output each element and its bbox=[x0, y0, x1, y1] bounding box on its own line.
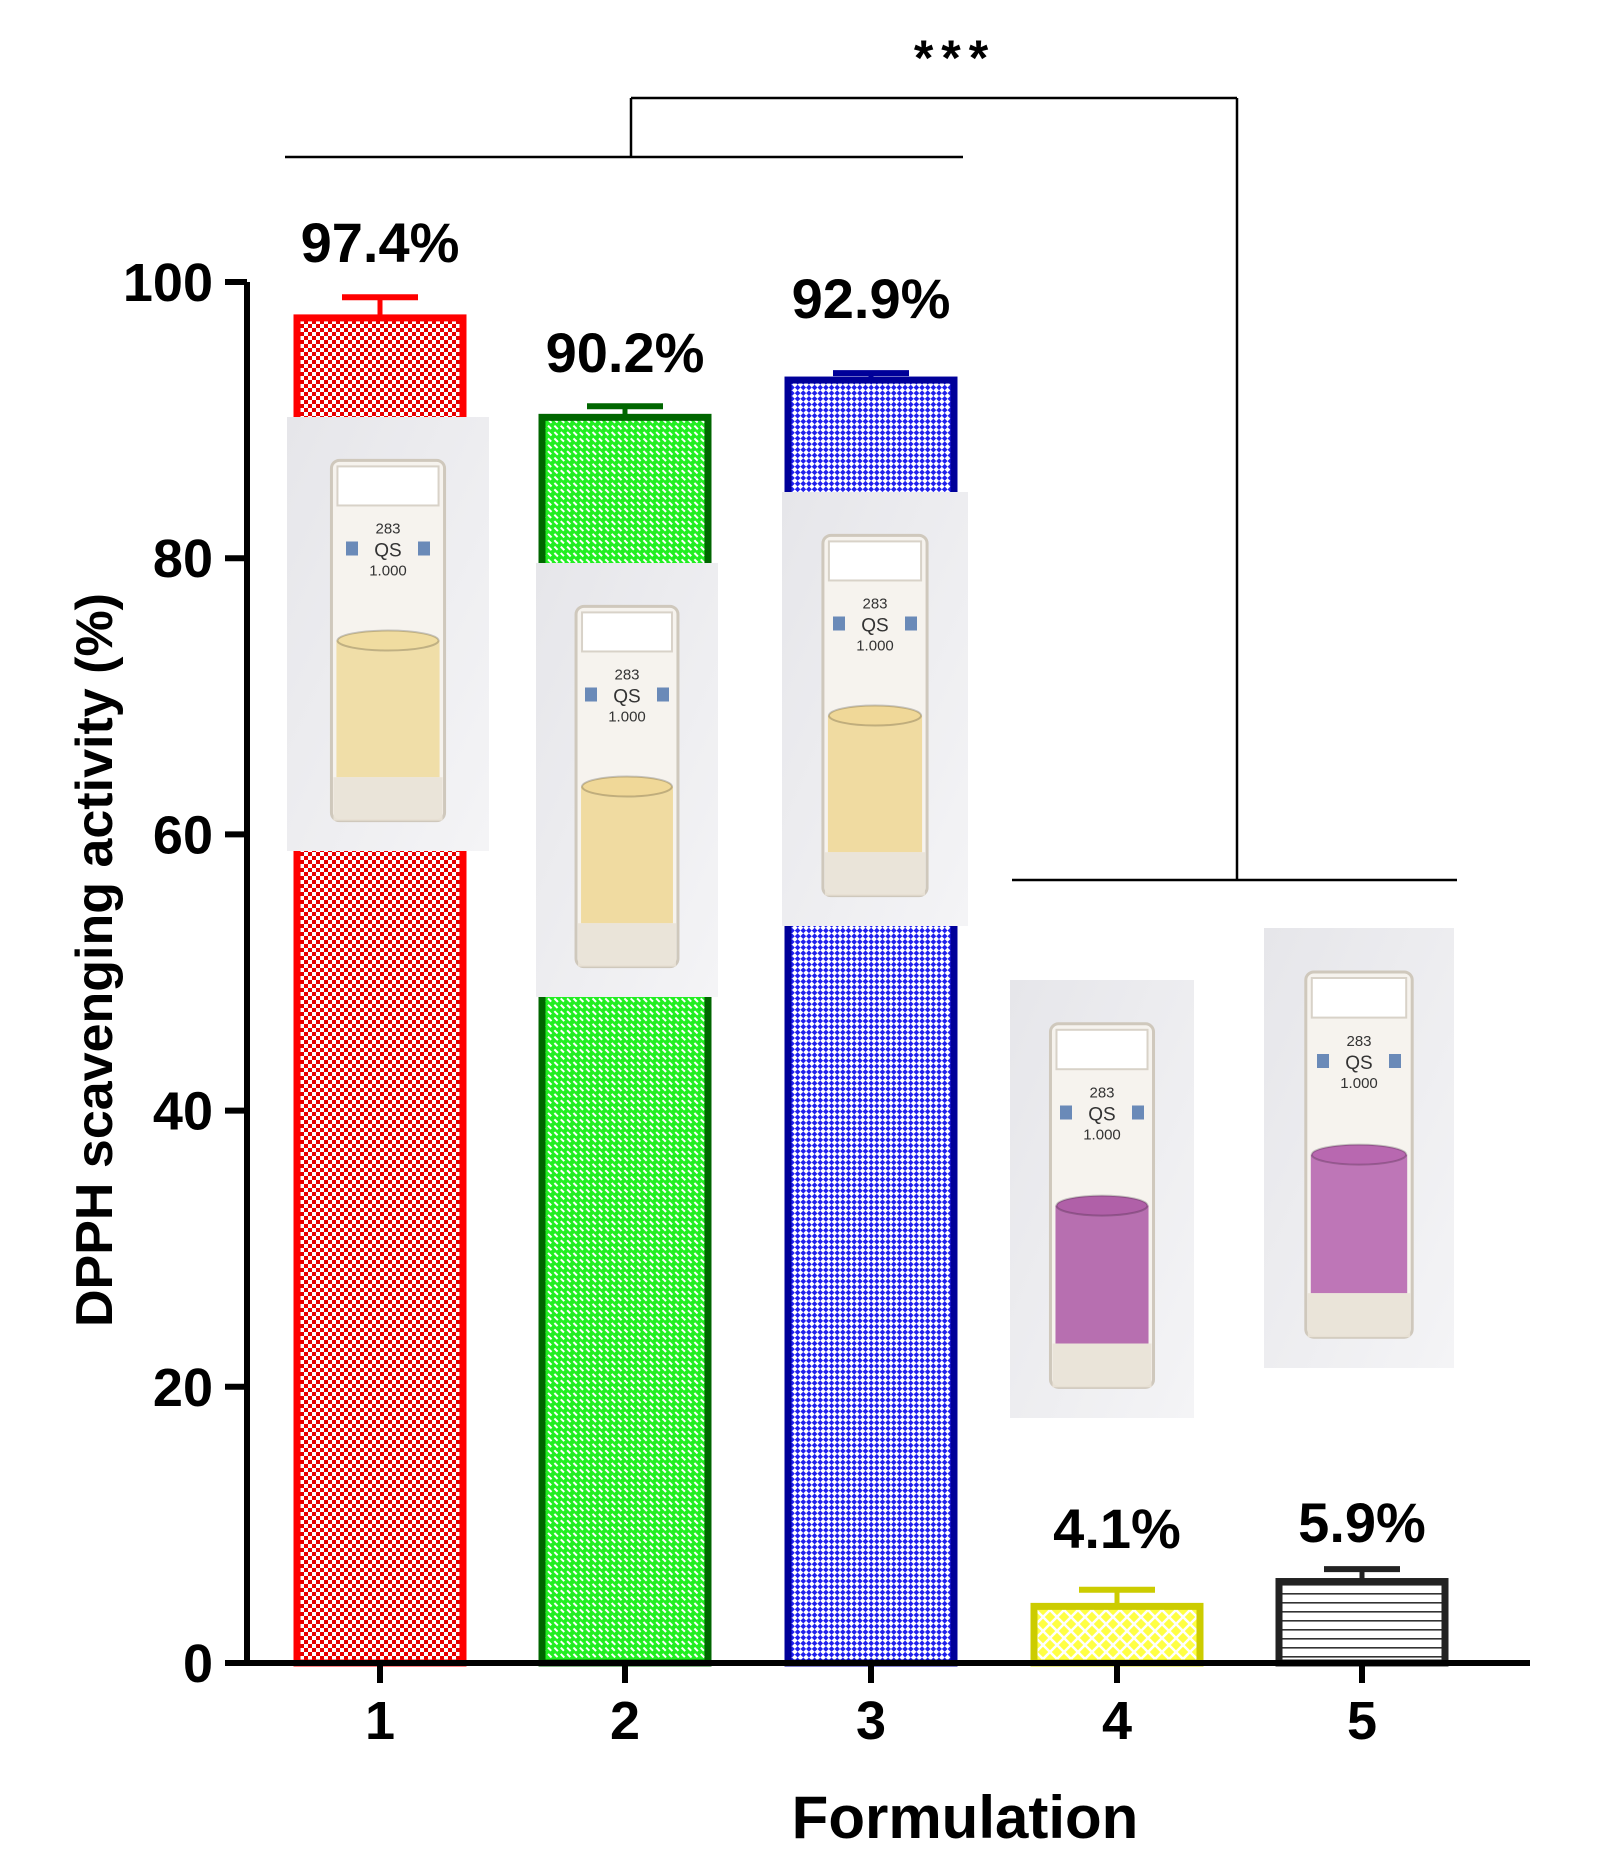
bar-4 bbox=[1030, 1602, 1204, 1667]
x-tick-label-2: 2 bbox=[610, 1691, 640, 1751]
bar-5 bbox=[1275, 1578, 1449, 1667]
x-tick-label-3: 3 bbox=[856, 1691, 886, 1751]
svg-text:1.000: 1.000 bbox=[1340, 1075, 1378, 1092]
svg-text:1.000: 1.000 bbox=[369, 563, 407, 580]
svg-text:283: 283 bbox=[862, 596, 887, 613]
y-axis-title: DPPH scavenging activity (%) bbox=[66, 593, 124, 1327]
svg-text:QS: QS bbox=[374, 541, 401, 562]
value-label-2: 90.2% bbox=[546, 321, 705, 384]
error-bar-1 bbox=[342, 294, 418, 318]
cuvette-photo-1: 283 QS1.000 bbox=[287, 417, 489, 851]
svg-text:283: 283 bbox=[1089, 1085, 1114, 1102]
cuvette-photo-3: 283 QS1.000 bbox=[782, 492, 968, 926]
svg-text:QS: QS bbox=[861, 616, 888, 637]
axes-layer: 0 20 40 60 80 100 1 2 3 4 5 bbox=[123, 253, 1530, 1751]
cuvette-photos-layer: 283QS1.000283QS1.000283QS1.000283QS1.000… bbox=[287, 417, 1454, 1418]
x-tick-label-1: 1 bbox=[365, 1691, 395, 1751]
svg-text:1.000: 1.000 bbox=[856, 638, 894, 655]
svg-text:QS: QS bbox=[1088, 1105, 1115, 1126]
y-tick-label-0: 0 bbox=[183, 1634, 213, 1694]
y-tick-label-100: 100 bbox=[123, 253, 213, 313]
significance-bracket bbox=[285, 96, 1457, 882]
error-bar-2 bbox=[587, 403, 663, 418]
svg-text:283: 283 bbox=[375, 521, 400, 538]
error-bar-5 bbox=[1324, 1566, 1400, 1582]
value-label-3: 92.9% bbox=[792, 267, 951, 330]
y-tick-label-60: 60 bbox=[153, 805, 213, 865]
error-bar-4 bbox=[1079, 1586, 1155, 1607]
y-tick-label-20: 20 bbox=[153, 1358, 213, 1418]
cuvette-photo-2: 283 QS1.000 bbox=[536, 563, 718, 997]
y-tick-label-80: 80 bbox=[153, 529, 213, 589]
svg-text:283: 283 bbox=[1346, 1033, 1371, 1050]
x-tick-label-5: 5 bbox=[1347, 1691, 1377, 1751]
svg-text:283: 283 bbox=[614, 667, 639, 684]
value-label-1: 97.4% bbox=[301, 211, 460, 274]
error-bar-3 bbox=[833, 370, 909, 381]
cuvette-photo-4: 283 QS1.000 bbox=[1010, 980, 1194, 1418]
svg-text:QS: QS bbox=[1345, 1053, 1372, 1074]
x-axis-title: Formulation bbox=[792, 1784, 1139, 1851]
significance-layer bbox=[285, 96, 1457, 882]
value-label-4: 4.1% bbox=[1053, 1497, 1181, 1560]
y-tick-label-40: 40 bbox=[153, 1082, 213, 1142]
x-tick-label-4: 4 bbox=[1102, 1691, 1132, 1751]
svg-text:QS: QS bbox=[613, 687, 640, 708]
significance-label: *** bbox=[914, 30, 996, 86]
cuvette-photo-5: 283 QS1.000 bbox=[1264, 928, 1454, 1368]
svg-text:1.000: 1.000 bbox=[608, 709, 646, 726]
svg-text:1.000: 1.000 bbox=[1083, 1127, 1121, 1144]
value-label-5: 5.9% bbox=[1298, 1491, 1426, 1554]
